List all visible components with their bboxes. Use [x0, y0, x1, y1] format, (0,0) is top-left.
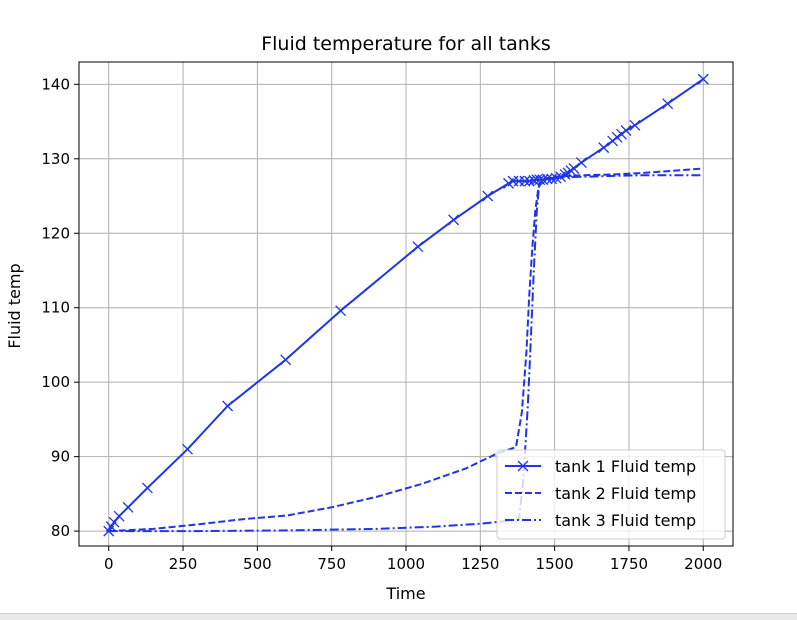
x-axis-label: Time [385, 584, 425, 603]
x-tick-label: 2000 [684, 555, 722, 573]
legend-entry-label: tank 2 Fluid temp [555, 484, 696, 503]
data-point-marker [222, 400, 234, 412]
x-tick-label: 1250 [461, 555, 499, 573]
x-tick-label: 750 [317, 555, 346, 573]
series-layer [103, 73, 709, 537]
window-bottom-edge [0, 613, 797, 620]
x-tick-label: 1500 [536, 555, 574, 573]
data-point-marker [113, 510, 125, 522]
y-tick-label: 90 [51, 448, 70, 466]
y-tick-label: 80 [51, 522, 70, 540]
data-point-marker [482, 190, 494, 202]
data-point-marker [575, 157, 587, 168]
x-tick-label: 250 [169, 555, 198, 573]
x-tick-label: 500 [243, 555, 272, 573]
data-point-marker [519, 175, 531, 187]
legend-box [496, 449, 726, 540]
data-point-marker [335, 305, 347, 317]
data-point-marker [448, 214, 460, 226]
y-tick-label: 130 [41, 150, 70, 168]
data-point-marker [412, 241, 424, 253]
chart-title: Fluid temperature for all tanks [261, 33, 551, 55]
series-2-line [108, 167, 704, 533]
legend-entry-label: tank 3 Fluid temp [555, 511, 696, 530]
data-point-marker [280, 354, 292, 366]
y-tick-label: 140 [41, 75, 70, 93]
legend-marker [517, 460, 529, 472]
y-tick-label: 120 [41, 224, 70, 242]
axis-ticks: 0 250 500 750 1000 1250 1500 1750 2000 80 90 100 110… [41, 75, 722, 573]
series-2 [108, 167, 704, 533]
data-point-marker [141, 482, 153, 494]
data-point-marker [122, 501, 134, 513]
data-point-marker [662, 98, 674, 110]
data-point-marker [598, 142, 610, 154]
legend-entry-label: tank 1 Fluid temp [555, 457, 696, 476]
data-point-marker [629, 119, 641, 131]
data-point-marker [620, 125, 632, 136]
legend: tank 1 Fluid temp tank 2 Fluid temp tank 3… [496, 449, 726, 540]
x-tick-label: 0 [104, 555, 114, 573]
data-point-marker [568, 163, 580, 174]
x-tick-label: 1750 [610, 555, 648, 573]
y-axis-label: Fluid temp [5, 263, 24, 348]
data-point-marker [697, 73, 709, 85]
x-tick-label: 1000 [387, 555, 425, 573]
y-tick-label: 100 [41, 373, 70, 391]
y-tick-label: 110 [41, 299, 70, 317]
data-point-marker [182, 443, 193, 455]
